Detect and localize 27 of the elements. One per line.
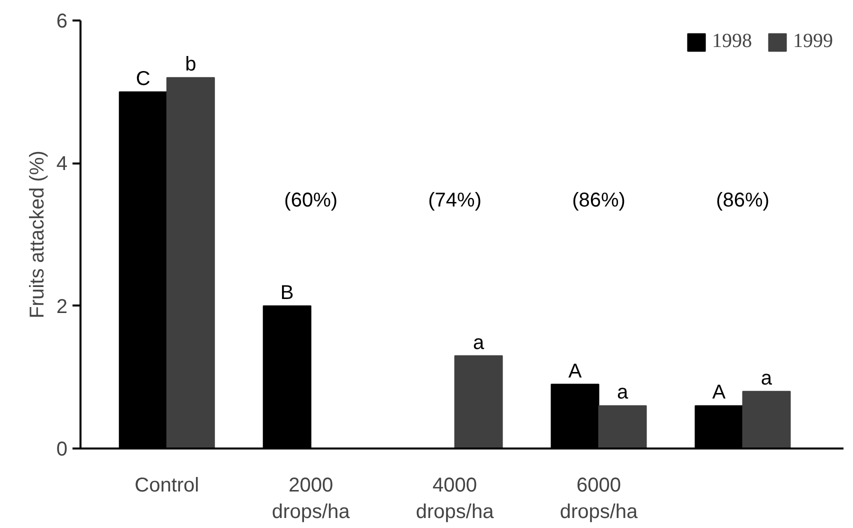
bar: [166, 77, 215, 448]
x-tick-label: 4000 drops/ha: [416, 474, 495, 523]
bar: [742, 390, 791, 448]
data-label: a: [472, 332, 485, 354]
y-axis-title: Fruits attacked (%): [26, 150, 48, 318]
data-label: a: [616, 382, 629, 404]
y-tick-label: 4: [56, 153, 68, 176]
data-label: b: [185, 54, 196, 76]
data-label: A: [712, 382, 726, 404]
data-label: B: [280, 282, 294, 304]
data-label: A: [568, 360, 582, 382]
x-tick-label: 2000 drops/ha: [272, 474, 351, 523]
data-label: a: [760, 367, 773, 390]
x-tick-label: 6000 drops/ha: [560, 474, 639, 523]
legend-label: 1998: [712, 30, 752, 53]
x-tick-label: Control: [134, 474, 200, 496]
data-label: C: [136, 68, 150, 90]
annotation: (74%): [428, 189, 482, 212]
legend-label: 1999: [793, 30, 833, 53]
annotation: (86%): [572, 189, 626, 212]
y-tick-label: 2: [56, 296, 68, 318]
annotation: (86%): [716, 189, 770, 212]
y-tick-label: 6: [56, 10, 68, 32]
y-tick-label: 0: [56, 438, 68, 460]
bar: [598, 405, 647, 448]
bar: [454, 355, 503, 448]
annotation: (60%): [284, 189, 338, 212]
